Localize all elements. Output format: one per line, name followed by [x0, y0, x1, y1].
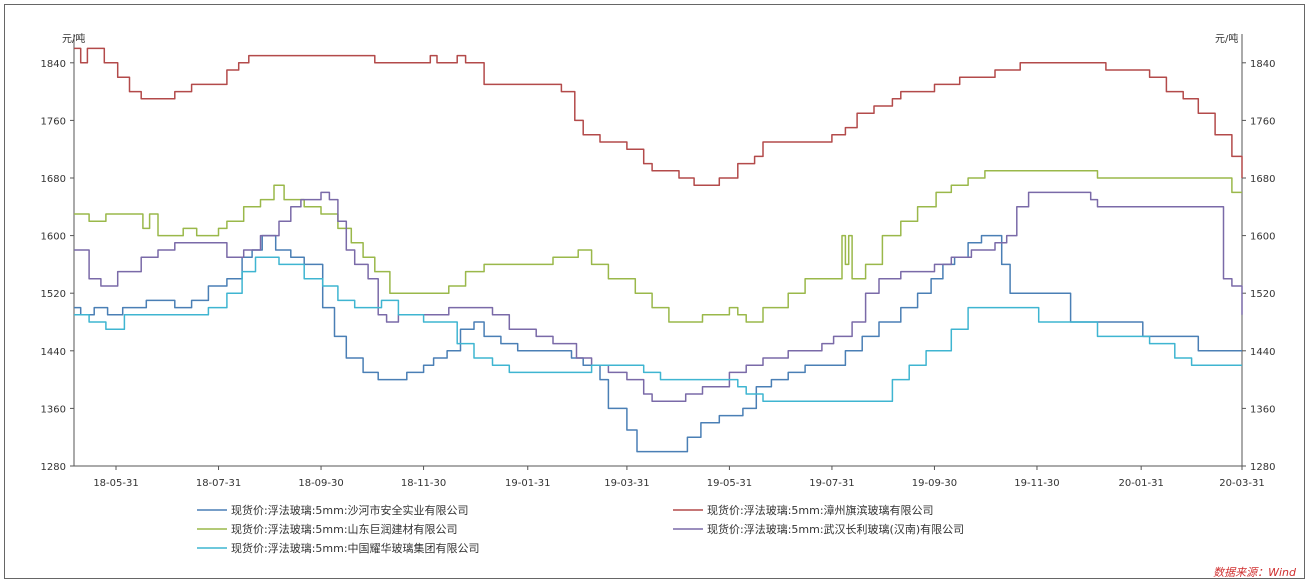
x-tick-label: 20-03-31 — [1219, 478, 1264, 489]
y-tick-label-right: 1280 — [1250, 462, 1275, 473]
series-lines — [74, 47, 1243, 453]
series-line — [74, 170, 1242, 323]
y-tick-label-left: 1520 — [41, 289, 66, 300]
y-tick-label-left: 1440 — [41, 347, 66, 358]
y-unit-right: 元/吨 — [1215, 32, 1238, 45]
legend-label: 现货价:浮法玻璃:5mm:沙河市安全实业有限公司 — [231, 503, 469, 517]
y-tick-label-left: 1360 — [41, 404, 66, 415]
legend-label: 现货价:浮法玻璃:5mm:漳州旗滨玻璃有限公司 — [707, 503, 934, 517]
y-tick-label-right: 1360 — [1250, 404, 1275, 415]
y-tick-label-left: 1680 — [41, 174, 66, 185]
y-tick-label-right: 1840 — [1250, 59, 1275, 70]
series-line — [74, 256, 1242, 402]
x-tick-label: 19-03-31 — [604, 478, 649, 489]
x-tick-label: 19-07-31 — [809, 478, 854, 489]
x-tick-label: 19-05-31 — [707, 478, 752, 489]
axes: 1280 1280 1360 1360 1440 1440 1520 1520 1600 1600… — [41, 34, 1275, 489]
y-tick-label-right: 1600 — [1250, 232, 1275, 243]
x-tick-label: 19-01-31 — [505, 478, 550, 489]
x-tick-label: 19-09-30 — [912, 478, 957, 489]
data-source: 数据来源：Wind — [1213, 566, 1297, 579]
legend-label: 现货价:浮法玻璃:5mm:武汉长利玻璃(汉南)有限公司 — [707, 522, 964, 536]
chart-frame — [4, 4, 1305, 579]
series-line — [74, 191, 1243, 402]
y-tick-label-left: 1600 — [41, 232, 66, 243]
x-tick-label: 18-07-31 — [196, 478, 241, 489]
y-tick-label-left: 1760 — [41, 116, 66, 127]
y-tick-label-right: 1520 — [1250, 289, 1275, 300]
legend-label: 现货价:浮法玻璃:5mm:山东巨润建材有限公司 — [231, 522, 458, 536]
series-line — [74, 47, 1243, 186]
x-tick-label: 18-11-30 — [401, 478, 446, 489]
y-tick-label-right: 1440 — [1250, 347, 1275, 358]
y-tick-label-right: 1680 — [1250, 174, 1275, 185]
x-tick-label: 18-09-30 — [298, 478, 343, 489]
series-line — [74, 234, 1242, 453]
legend-label: 现货价:浮法玻璃:5mm:中国耀华玻璃集团有限公司 — [231, 541, 480, 555]
y-tick-label-left: 1280 — [41, 462, 66, 473]
y-tick-label-right: 1760 — [1250, 116, 1275, 127]
y-tick-label-left: 1840 — [41, 59, 66, 70]
legend: 现货价:浮法玻璃:5mm:沙河市安全实业有限公司 现货价:浮法玻璃:5mm:漳州旗… — [197, 503, 964, 555]
x-tick-label: 20-01-31 — [1118, 478, 1163, 489]
x-tick-label: 19-11-30 — [1014, 478, 1059, 489]
x-tick-label: 18-05-31 — [93, 478, 138, 489]
